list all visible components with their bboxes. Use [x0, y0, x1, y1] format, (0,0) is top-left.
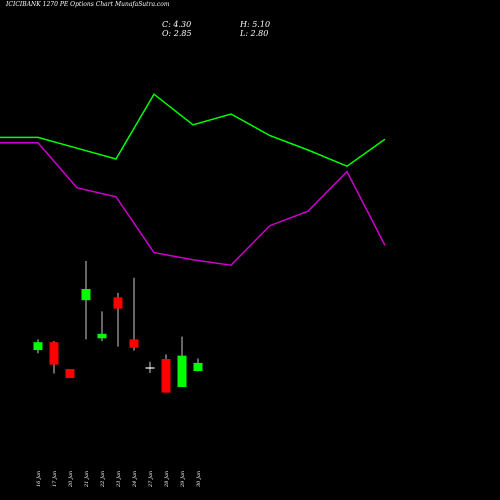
date-label: 22 Jan [100, 471, 106, 488]
date-label: 28 Jan [164, 471, 170, 488]
candle-body [113, 297, 123, 309]
candle-body [33, 342, 43, 351]
date-label: 29 Jan [180, 471, 186, 488]
indicator-line-1 [0, 93, 386, 168]
ohlc-low: L: 2.80 [240, 29, 269, 38]
date-label: 21 Jan [84, 471, 90, 488]
ohlc-open: O: 2.85 [162, 29, 192, 38]
date-label: 20 Jan [68, 471, 74, 488]
candles [33, 261, 203, 393]
candle [65, 369, 75, 379]
date-axis: 16 Jan 17 Jan 20 Jan 21 Jan 22 Jan 23 Jan 24 J… [36, 471, 202, 488]
ohlc-close: C: 4.30 [162, 20, 192, 29]
date-label: 30 Jan [196, 471, 202, 487]
date-label: 17 Jan [52, 471, 58, 487]
indicator-lines [0, 93, 386, 266]
candle [193, 358, 203, 372]
ohlc-high: H: 5.10 [240, 20, 271, 29]
candle [129, 277, 139, 351]
candle [161, 354, 171, 393]
candle [177, 336, 187, 387]
date-label: 24 Jan [132, 471, 138, 488]
candle [81, 261, 91, 340]
candle-body [49, 342, 59, 365]
candle-body [97, 333, 107, 339]
date-label: 23 Jan [116, 471, 122, 488]
candle-body [193, 362, 203, 372]
candle [49, 341, 59, 374]
candle-body [129, 339, 139, 348]
date-label: 27 Jan [148, 471, 154, 488]
candle-body [177, 355, 187, 387]
chart-title: ICICIBANK 1270 PE Options Chart MunafaSu… [6, 1, 170, 8]
date-label: 16 Jan [36, 471, 42, 487]
candle [33, 339, 43, 354]
candle [145, 361, 155, 373]
candle [97, 311, 107, 342]
candle-body [161, 359, 171, 393]
candle-body [65, 369, 75, 379]
indicator-line-2 [0, 142, 386, 266]
candle [113, 292, 123, 347]
candle-body [145, 367, 155, 369]
candle-body [81, 289, 91, 301]
